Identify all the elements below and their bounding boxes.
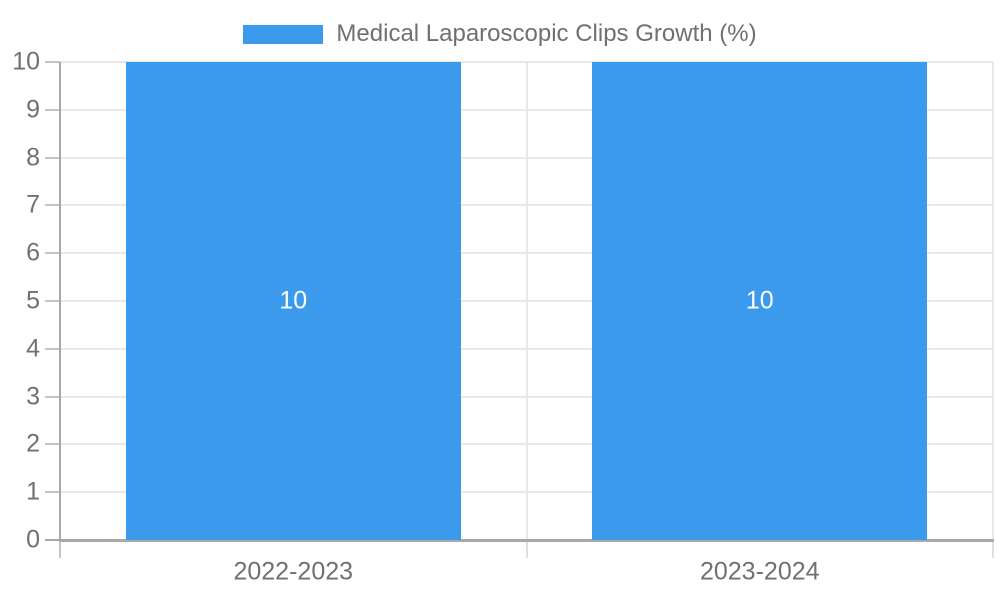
chart-legend[interactable]: Medical Laparoscopic Clips Growth (%): [0, 19, 1000, 49]
y-axis-tick-label: 1: [26, 477, 40, 506]
v-gridline: [525, 62, 528, 540]
y-axis-tick: [45, 395, 60, 398]
y-axis-tick: [45, 300, 60, 302]
bar-value-label: 10: [279, 286, 308, 315]
bar-value-label: 10: [745, 286, 774, 315]
y-axis-tick-label: 7: [26, 190, 40, 219]
y-axis-tick: [45, 443, 60, 446]
x-axis-tick: [59, 540, 61, 558]
y-axis-tick: [45, 108, 60, 111]
y-axis-tick-label: 6: [26, 238, 40, 267]
y-axis-tick-label: 4: [26, 334, 40, 363]
x-axis-tick: [992, 540, 994, 558]
y-axis-tick: [45, 252, 60, 255]
legend-label: Medical Laparoscopic Clips Growth (%): [336, 20, 757, 47]
y-axis-tick-label: 8: [26, 143, 40, 172]
y-axis-tick: [45, 539, 60, 541]
legend-swatch-icon: [243, 24, 324, 44]
y-axis-tick-label: 0: [26, 525, 40, 554]
v-gridline: [992, 62, 994, 540]
y-axis-tick-label: 9: [26, 95, 40, 124]
y-axis-tick: [45, 347, 60, 350]
y-axis-tick: [45, 61, 60, 63]
y-axis-tick: [45, 204, 60, 207]
y-axis-tick-label: 3: [26, 382, 40, 411]
y-axis-line: [59, 62, 61, 540]
x-axis-line: [59, 539, 994, 542]
y-axis-tick: [45, 491, 60, 494]
y-axis-tick-label: 10: [12, 47, 40, 76]
y-axis-tick-label: 5: [26, 286, 40, 315]
x-axis-category-label: 2023-2024: [699, 557, 820, 586]
bar[interactable]: [125, 62, 461, 540]
bar[interactable]: [592, 62, 928, 540]
y-axis-tick-label: 2: [26, 429, 40, 458]
y-axis-tick: [45, 156, 60, 159]
x-axis-tick: [525, 540, 528, 558]
x-axis-category-label: 2022-2023: [233, 557, 354, 586]
